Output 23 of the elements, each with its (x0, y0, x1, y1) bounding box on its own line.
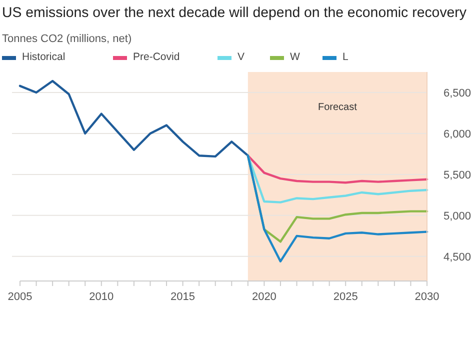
line-series (18, 80, 250, 158)
legend-label: L (342, 51, 348, 63)
legend-label: W (290, 51, 300, 63)
x-tick-label: 2020 (252, 291, 276, 303)
y-tick-label: 5,500 (443, 169, 471, 182)
legend-label: V (238, 51, 245, 63)
y-tick-label: 6,500 (443, 87, 471, 100)
legend-label: Historical (22, 51, 66, 63)
x-tick-label: 2010 (89, 291, 114, 303)
y-tick-label: 6,000 (443, 128, 471, 140)
line-series (246, 154, 428, 204)
legend-label: Pre-Covid (133, 51, 180, 63)
y-tick-label: 4,500 (443, 251, 471, 264)
line-series (246, 154, 428, 184)
line-series (246, 154, 428, 262)
chart-title: US emissions over the next decade will depend on the economic recovery (2, 5, 468, 21)
y-tick-label: 5,000 (443, 210, 471, 222)
x-tick-label: 2025 (333, 291, 358, 303)
x-tick-label: 2030 (414, 291, 440, 303)
x-tick-label: 2005 (8, 291, 32, 303)
chart-subtitle: Tonnes CO2 (millions, net) (2, 33, 132, 45)
band-label: Forecast (318, 102, 358, 113)
x-tick-label: 2015 (170, 291, 196, 303)
